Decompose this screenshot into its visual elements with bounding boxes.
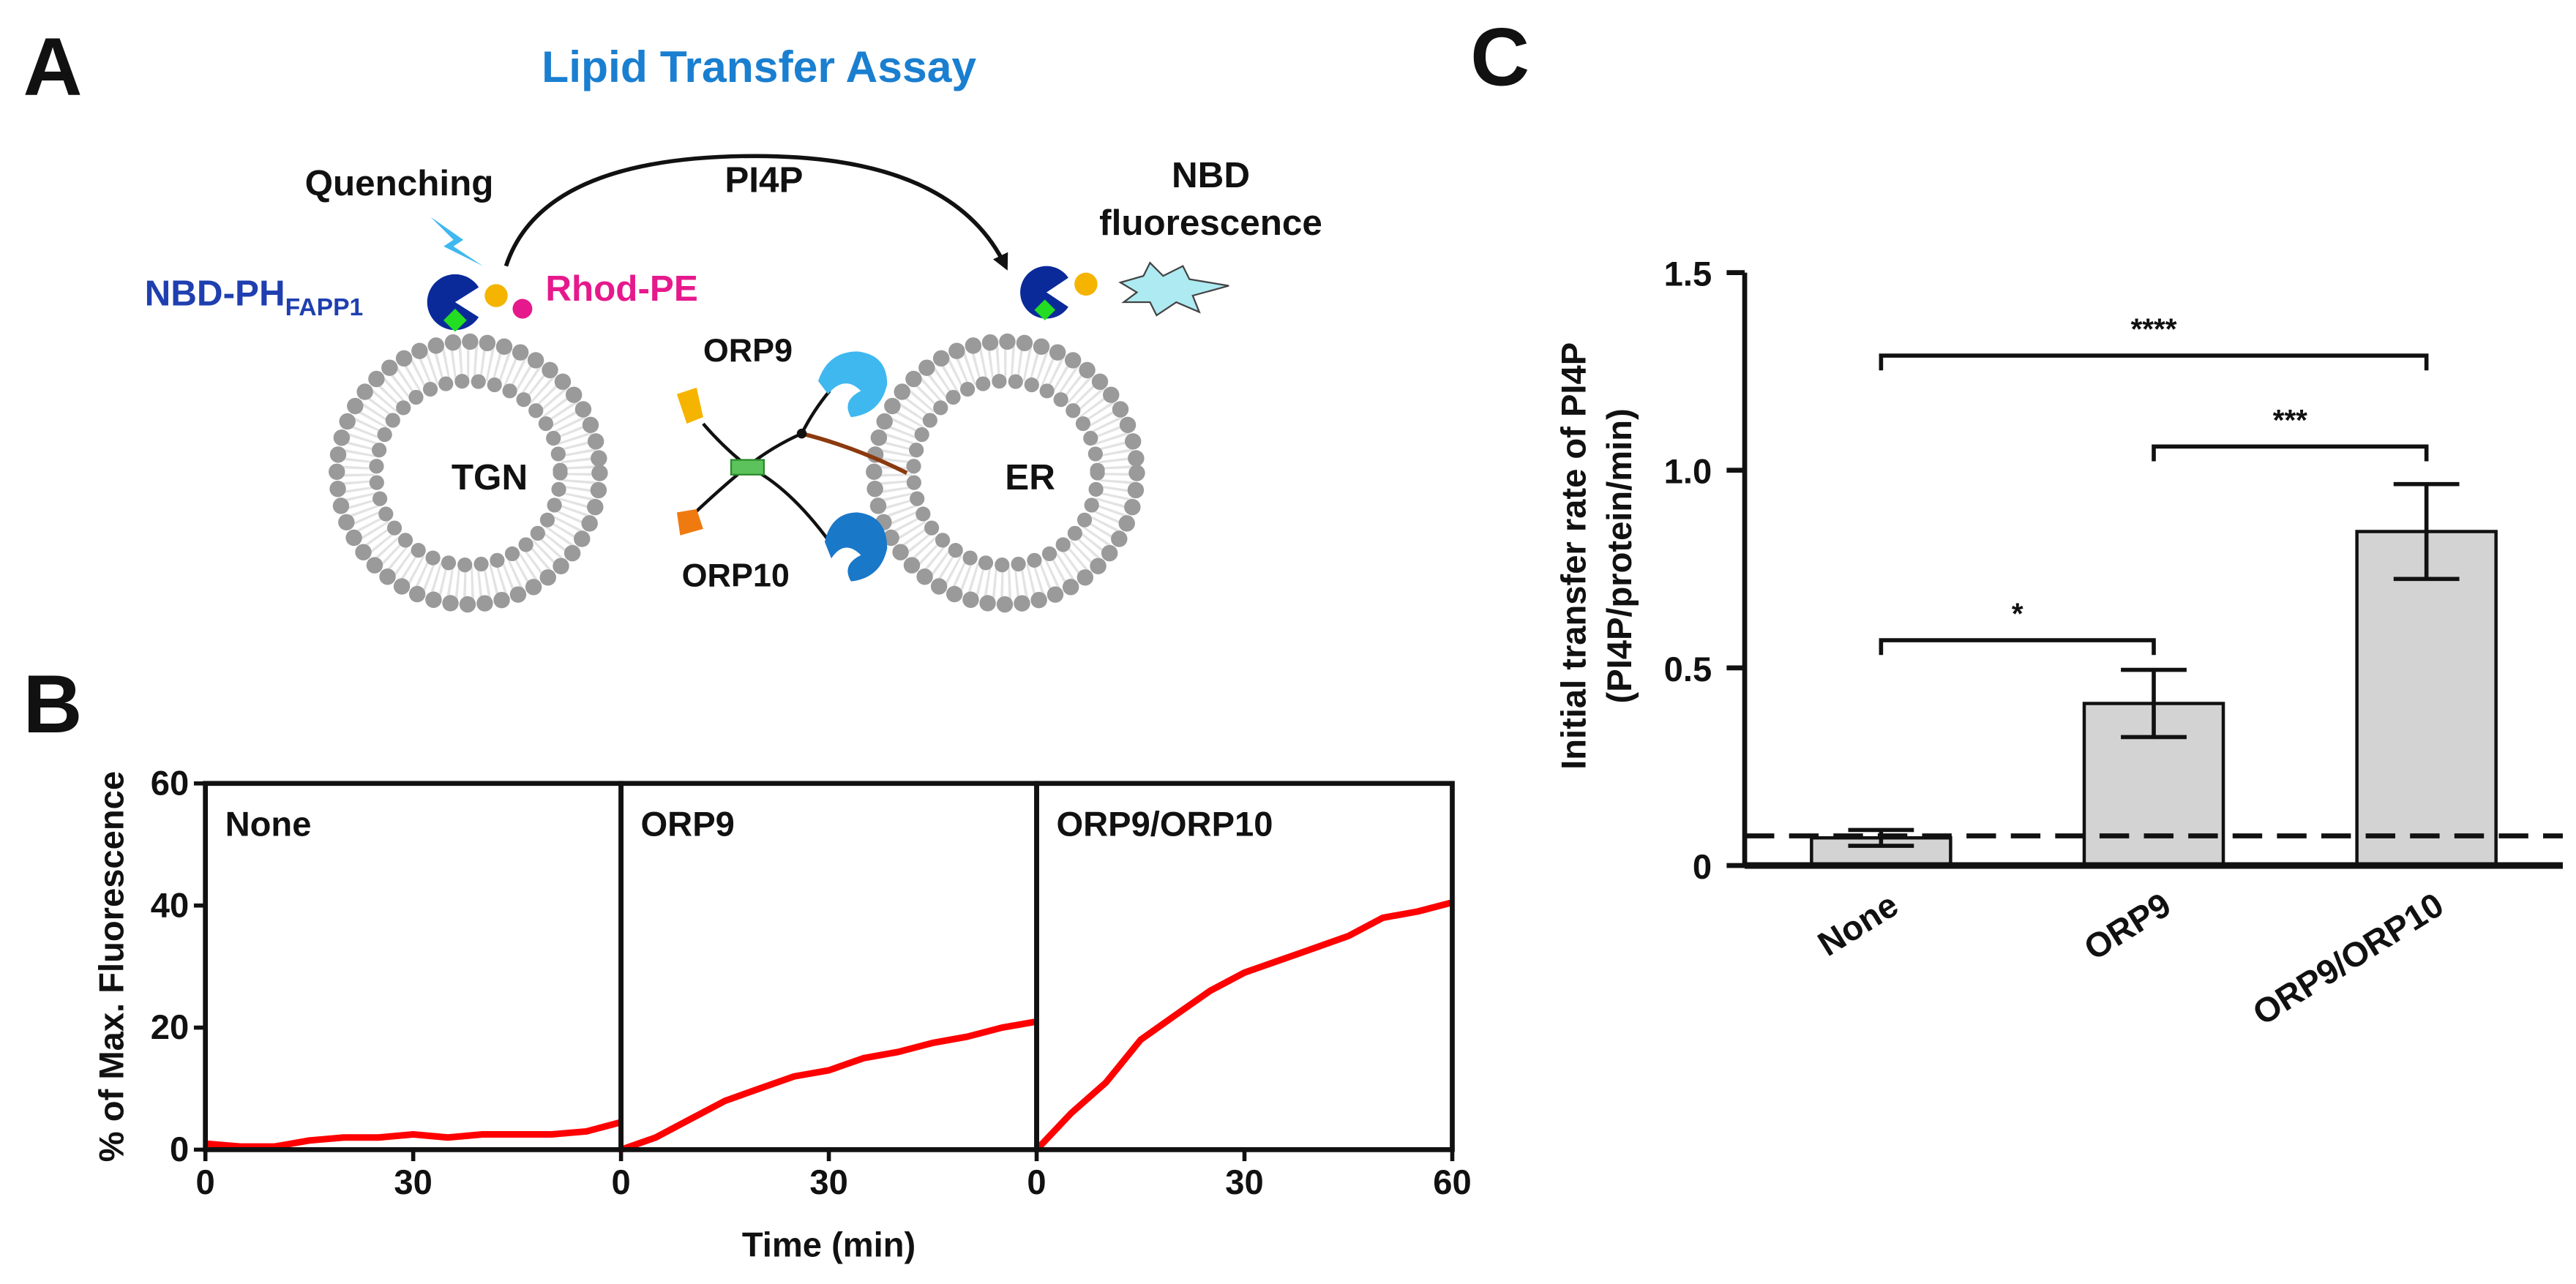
x-tick-label: 30 xyxy=(1225,1163,1263,1201)
y-tick-label: 0.5 xyxy=(1664,650,1712,688)
x-axis-label: Time (min) xyxy=(742,1225,916,1264)
panel-label: A xyxy=(23,20,82,113)
label: ORP9 xyxy=(703,331,793,369)
error-bar xyxy=(2393,481,2460,582)
y-tick-label: 0 xyxy=(1693,847,1712,886)
label: ER xyxy=(1005,457,1055,498)
plot-frame xyxy=(1034,781,1455,1152)
probe-notch xyxy=(454,282,487,322)
lipid xyxy=(1074,272,1098,296)
y-tick-label: 0 xyxy=(170,1130,189,1168)
label: Rhod-PE xyxy=(545,269,697,309)
y-axis-label: (PI4P/protein/min) xyxy=(1600,408,1639,703)
significance-label: *** xyxy=(2273,403,2307,437)
vesicle xyxy=(866,333,1145,613)
data-line xyxy=(620,1018,1038,1153)
x-tick-label: 0 xyxy=(1027,1163,1046,1201)
panel-title: None xyxy=(225,805,312,844)
y-tick-label: 1.5 xyxy=(1664,255,1712,293)
x-tick-label: 30 xyxy=(394,1163,432,1201)
significance-bracket xyxy=(2152,444,2429,462)
x-tick-label: ORP9/ORP10 xyxy=(2246,885,2450,1032)
diagram-title: Lipid Transfer Assay xyxy=(542,42,976,91)
panel-title: ORP9/ORP10 xyxy=(1056,805,1273,844)
label: fluorescence xyxy=(1099,203,1322,243)
protein-complex xyxy=(676,351,908,582)
vesicle xyxy=(329,333,608,613)
x-tick-label: ORP9 xyxy=(2077,885,2177,967)
label: NBD xyxy=(1172,155,1250,195)
label-sub: FAPP1 xyxy=(285,294,364,321)
y-tick-label: 20 xyxy=(151,1007,189,1046)
error-bar xyxy=(2121,667,2187,740)
significance-bracket xyxy=(1879,638,2156,656)
transfer-arrow xyxy=(503,154,1008,271)
y-axis-label: Initial transfer rate of PI4P xyxy=(1554,342,1592,770)
label: NBD-PHFAPP1 xyxy=(145,274,364,321)
x-tick-label: 0 xyxy=(196,1163,215,1201)
y-tick-label: 40 xyxy=(151,885,189,924)
x-tick-label: 60 xyxy=(1433,1163,1471,1201)
panel-title: ORP9 xyxy=(641,805,735,844)
panel-label: B xyxy=(23,658,82,750)
x-tick-label: 0 xyxy=(611,1163,630,1201)
significance-label: * xyxy=(2012,597,2023,631)
significance-bracket xyxy=(1879,353,2429,371)
panel-label: C xyxy=(1470,11,1530,103)
label-main: NBD-PH xyxy=(145,274,285,314)
label: TGN xyxy=(452,457,528,498)
x-tick-label: 30 xyxy=(809,1163,847,1201)
label: ORP10 xyxy=(682,556,790,593)
x-tick-label: None xyxy=(1811,885,1905,963)
rhod xyxy=(512,299,533,319)
label: Quenching xyxy=(305,163,494,203)
diagram: Lipid Transfer Assay xyxy=(145,42,1322,613)
data-line xyxy=(1034,899,1453,1152)
label: PI4P xyxy=(724,160,803,200)
fluorescence-icon xyxy=(1118,261,1229,317)
quench-icon xyxy=(430,217,484,266)
y-tick-label: 60 xyxy=(151,763,189,802)
data-line xyxy=(205,1119,622,1150)
bar xyxy=(2355,530,2498,868)
significance-label: **** xyxy=(2131,312,2177,346)
y-axis-label: % of Max. Fluorescence xyxy=(91,771,130,1162)
probe-notch xyxy=(1046,272,1077,312)
y-tick-label: 1.0 xyxy=(1664,452,1712,491)
lipid xyxy=(484,284,508,307)
